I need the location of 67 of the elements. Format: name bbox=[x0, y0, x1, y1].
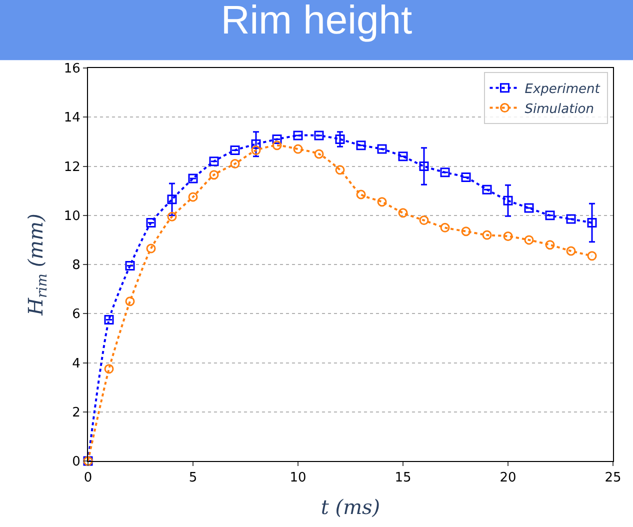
point bbox=[398, 208, 408, 218]
point bbox=[566, 214, 576, 224]
x-tick-label: 10 bbox=[290, 470, 306, 486]
point bbox=[461, 226, 471, 236]
point bbox=[419, 162, 429, 171]
point bbox=[146, 218, 156, 228]
legend-label: Experiment bbox=[524, 82, 601, 97]
point bbox=[272, 134, 282, 144]
x-tick-label: 5 bbox=[188, 470, 198, 486]
point bbox=[482, 230, 492, 240]
point bbox=[524, 235, 534, 245]
point bbox=[482, 184, 492, 194]
chart-title: Rim height bbox=[220, 0, 412, 42]
point bbox=[209, 156, 219, 166]
legend-label: Simulation bbox=[524, 102, 594, 117]
point bbox=[377, 197, 387, 207]
point bbox=[419, 216, 429, 226]
point bbox=[587, 251, 597, 261]
point bbox=[188, 192, 198, 202]
point bbox=[314, 130, 324, 140]
y-tick-label: 12 bbox=[64, 160, 80, 175]
point bbox=[440, 168, 450, 178]
point bbox=[461, 172, 471, 182]
y-tick-label: 8 bbox=[72, 258, 80, 274]
point bbox=[398, 152, 408, 162]
point bbox=[104, 315, 114, 325]
y-tick-label: 2 bbox=[72, 405, 80, 420]
point bbox=[230, 159, 240, 169]
x-axis-title: t (ms) bbox=[320, 495, 380, 520]
point bbox=[356, 140, 366, 150]
y-tick-label: 14 bbox=[64, 110, 80, 126]
point bbox=[188, 174, 198, 184]
point bbox=[125, 260, 135, 270]
point bbox=[167, 194, 177, 204]
point bbox=[503, 196, 513, 206]
point bbox=[587, 218, 597, 228]
point bbox=[104, 364, 114, 374]
point bbox=[146, 244, 156, 254]
point bbox=[251, 146, 261, 156]
point bbox=[314, 149, 324, 159]
point bbox=[503, 232, 513, 241]
point bbox=[293, 130, 303, 140]
point bbox=[230, 146, 240, 156]
x-tick-label: 0 bbox=[84, 470, 92, 486]
x-tick-label: 15 bbox=[394, 470, 412, 486]
point bbox=[545, 240, 555, 250]
y-tick-label: 4 bbox=[72, 356, 80, 372]
point bbox=[545, 210, 555, 220]
x-tick-label: 25 bbox=[604, 470, 622, 486]
point bbox=[167, 212, 177, 222]
point bbox=[566, 246, 576, 256]
point bbox=[272, 140, 282, 150]
x-tick-label: 20 bbox=[500, 470, 516, 486]
point bbox=[377, 144, 387, 154]
point bbox=[335, 134, 345, 144]
point bbox=[440, 222, 450, 232]
point bbox=[209, 170, 219, 180]
point bbox=[251, 139, 261, 149]
y-tick-label: 10 bbox=[64, 208, 80, 224]
point bbox=[335, 165, 345, 175]
point bbox=[293, 144, 303, 154]
point bbox=[125, 296, 135, 306]
point bbox=[356, 190, 366, 200]
y-tick-label: 0 bbox=[72, 454, 80, 470]
y-tick-label: 6 bbox=[72, 307, 80, 322]
point bbox=[524, 203, 534, 213]
y-tick-label: 16 bbox=[64, 62, 80, 77]
